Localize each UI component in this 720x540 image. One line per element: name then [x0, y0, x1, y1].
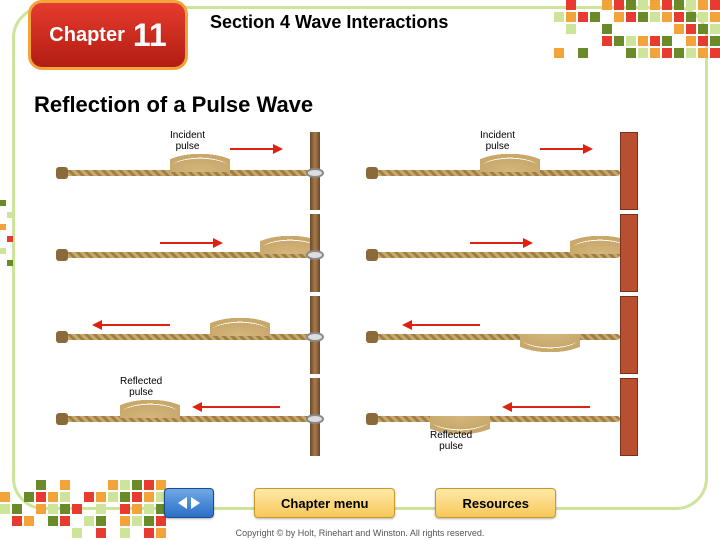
direction-arrow	[540, 148, 585, 150]
rope-end	[56, 413, 68, 425]
wall	[620, 132, 638, 210]
rope-end	[56, 331, 68, 343]
rope	[370, 416, 620, 422]
rope-end	[56, 249, 68, 261]
ring	[306, 250, 324, 260]
rope-end	[366, 167, 378, 179]
wall	[620, 296, 638, 374]
ring	[306, 168, 324, 178]
nav-bar: Chapter menu Resources	[0, 488, 720, 518]
wave-panel: Incident pulse	[60, 130, 350, 210]
rope-end	[56, 167, 68, 179]
wave-panel: Reflected pulse	[370, 376, 660, 456]
pulse-label: Reflected pulse	[430, 430, 472, 452]
slide-title: Reflection of a Pulse Wave	[34, 92, 313, 118]
rope-end	[366, 249, 378, 261]
copyright-text: Copyright © by Holt, Rinehart and Winsto…	[0, 528, 720, 538]
wave-panel	[370, 212, 660, 292]
rope	[60, 416, 310, 422]
chapter-menu-button[interactable]: Chapter menu	[254, 488, 395, 518]
rope-end	[366, 413, 378, 425]
deco-top	[550, 0, 720, 60]
rope-end	[366, 331, 378, 343]
direction-arrow	[510, 406, 590, 408]
deco-mid	[0, 200, 14, 280]
direction-arrow	[200, 406, 280, 408]
section-title: Section 4 Wave Interactions	[210, 12, 448, 33]
pulse-label: Reflected pulse	[120, 376, 162, 398]
pulse	[520, 334, 580, 360]
prev-icon	[178, 497, 187, 509]
pulse-label: Incident pulse	[170, 130, 205, 152]
chapter-number: 11	[133, 17, 167, 54]
wall	[620, 214, 638, 292]
wave-panel	[60, 212, 350, 292]
wave-panel: Reflected pulse	[60, 376, 350, 456]
slide: Chapter 11 Section 4 Wave Interactions R…	[0, 0, 720, 540]
direction-arrow	[410, 324, 480, 326]
prev-next-button[interactable]	[164, 488, 214, 518]
chapter-label: Chapter	[49, 24, 125, 47]
resources-label: Resources	[462, 496, 528, 511]
wave-panel	[60, 294, 350, 374]
resources-button[interactable]: Resources	[435, 488, 555, 518]
diagram-area: Incident pulse Incident pulse Reflected pu…	[60, 130, 660, 470]
ring	[306, 414, 324, 424]
next-icon	[191, 497, 200, 509]
wave-panel: Incident pulse	[370, 130, 660, 210]
direction-arrow	[230, 148, 275, 150]
direction-arrow	[160, 242, 215, 244]
direction-arrow	[100, 324, 170, 326]
pulse	[210, 310, 270, 336]
direction-arrow	[470, 242, 525, 244]
rope	[370, 334, 620, 340]
chapter-menu-label: Chapter menu	[281, 496, 368, 511]
chapter-tab: Chapter 11	[28, 0, 188, 70]
wave-panel	[370, 294, 660, 374]
wall	[620, 378, 638, 456]
ring	[306, 332, 324, 342]
pulse-label: Incident pulse	[480, 130, 515, 152]
rope	[60, 334, 310, 340]
